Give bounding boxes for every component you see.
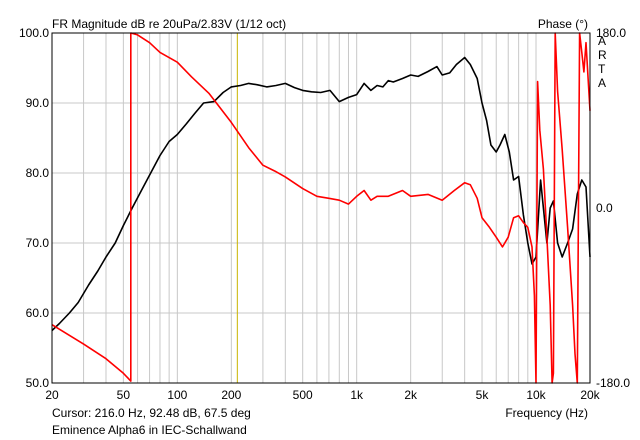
magnitude-curve xyxy=(51,56,591,332)
cursor-readout: Cursor: 216.0 Hz, 92.48 dB, 67.5 deg xyxy=(52,406,251,420)
x-tick-label: 20 xyxy=(45,388,59,402)
watermark-letter: A xyxy=(598,76,606,90)
x-tick-label: 100 xyxy=(167,388,187,402)
x-tick-label: 500 xyxy=(293,388,313,402)
x-tick-label: 1k xyxy=(350,388,364,402)
y-tick-label: 60.0 xyxy=(26,306,50,320)
x-tick-label: 5k xyxy=(476,388,490,402)
x-tick-label: 20k xyxy=(580,388,600,402)
x-tick-label: 2k xyxy=(404,388,418,402)
watermark-letter: T xyxy=(598,62,606,76)
watermark-letter: R xyxy=(598,48,607,62)
caption: Eminence Alpha6 in IEC-Schallwand xyxy=(52,423,247,437)
y2-tick-label: -180.0 xyxy=(596,376,630,390)
y-tick-label: 70.0 xyxy=(26,236,50,250)
tick-labels: 20 50 100 200 500 1k 2k 5k 10k 20k 100.0 90.0 80.0 70… xyxy=(19,26,630,402)
x-tick-label: 50 xyxy=(117,388,131,402)
x-tick-label: 200 xyxy=(221,388,241,402)
y-tick-label: 50.0 xyxy=(26,376,50,390)
y-tick-label: 80.0 xyxy=(26,166,50,180)
series-layer xyxy=(51,32,591,384)
plot-frame xyxy=(51,32,591,384)
x-axis-label: Frequency (Hz) xyxy=(505,406,588,420)
phase-axis-title: Phase (°) xyxy=(538,17,588,31)
chart-title: FR Magnitude dB re 20uPa/2.83V (1/12 oct… xyxy=(52,17,286,31)
y2-tick-label: 180.0 xyxy=(596,26,626,40)
phase-curve xyxy=(51,32,591,384)
y-tick-label: 90.0 xyxy=(26,96,50,110)
x-tick-label: 10k xyxy=(526,388,546,402)
y-tick-label: 100.0 xyxy=(19,26,49,40)
y2-tick-label: 0.0 xyxy=(596,201,613,215)
watermark-letter: A xyxy=(598,34,606,48)
